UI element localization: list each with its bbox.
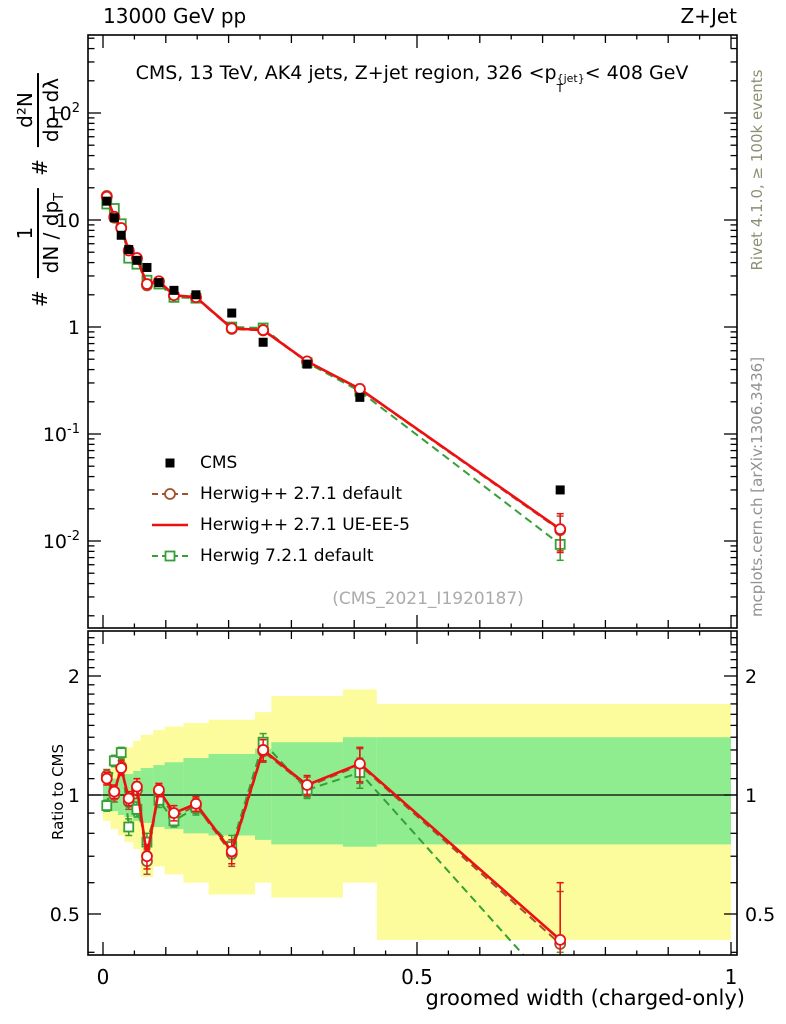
beam-energy-label: 13000 GeV pp	[103, 4, 247, 28]
process-label: Z+Jet	[680, 4, 737, 28]
svg-text:0.5: 0.5	[50, 904, 80, 926]
plot-title: CMS, 13 TeV, AK4 jets, Z+jet region, 326…	[135, 62, 689, 95]
svg-text:0: 0	[97, 965, 110, 989]
mcplots-reference-note: mcplots.cern.ch [arXiv:1306.3436]	[748, 356, 766, 618]
herwigpp-default-marker-icon	[150, 484, 190, 504]
svg-text:2: 2	[68, 666, 80, 688]
svg-text:0.5: 0.5	[401, 965, 433, 989]
svg-text:1: 1	[725, 965, 738, 989]
cms-marker-icon	[150, 453, 190, 473]
fraction-1: 1 dN / dpT	[13, 187, 67, 279]
legend-item-herwigpp-ueee5: Herwig++ 2.7.1 UE-EE-5	[150, 509, 410, 540]
fraction-2: d²N dpT dλ	[13, 72, 67, 148]
analysis-id-watermark: (CMS_2021_I1920187)	[332, 589, 524, 609]
svg-text:10-2: 10-2	[43, 529, 80, 553]
svg-text:10-1: 10-1	[43, 422, 80, 446]
rivet-version-note: Rivet 4.1.0, ≥ 100k events	[748, 69, 766, 271]
ratio-axis-label: Ratio to CMS	[49, 743, 67, 841]
herwigpp-ueee5-marker-icon	[150, 515, 190, 535]
legend-item-herwigpp-default: Herwig++ 2.7.1 default	[150, 478, 410, 509]
y-axis-label: # 1 dN / dpT # d²N dpT dλ	[13, 72, 67, 307]
cms-data-points	[102, 196, 565, 495]
legend-item-cms: CMS	[150, 447, 410, 478]
svg-text:0.5: 0.5	[745, 904, 775, 926]
legend: CMS Herwig++ 2.7.1 default Herwig++ 2.7.…	[150, 447, 410, 571]
svg-text:2: 2	[745, 666, 757, 688]
legend-item-herwig7-default: Herwig 7.2.1 default	[150, 540, 410, 571]
axis-ticks	[88, 35, 737, 955]
herwig7-default-marker-icon	[150, 546, 190, 566]
svg-text:10: 10	[56, 210, 80, 232]
svg-text:1: 1	[745, 785, 757, 807]
x-axis-label: groomed width (charged-only)	[425, 986, 745, 1010]
pt-jet-subscript: {jet} T	[556, 72, 585, 95]
ratio-panel-frame	[87, 630, 738, 956]
svg-text:1: 1	[68, 317, 80, 339]
svg-text:1: 1	[68, 785, 80, 807]
